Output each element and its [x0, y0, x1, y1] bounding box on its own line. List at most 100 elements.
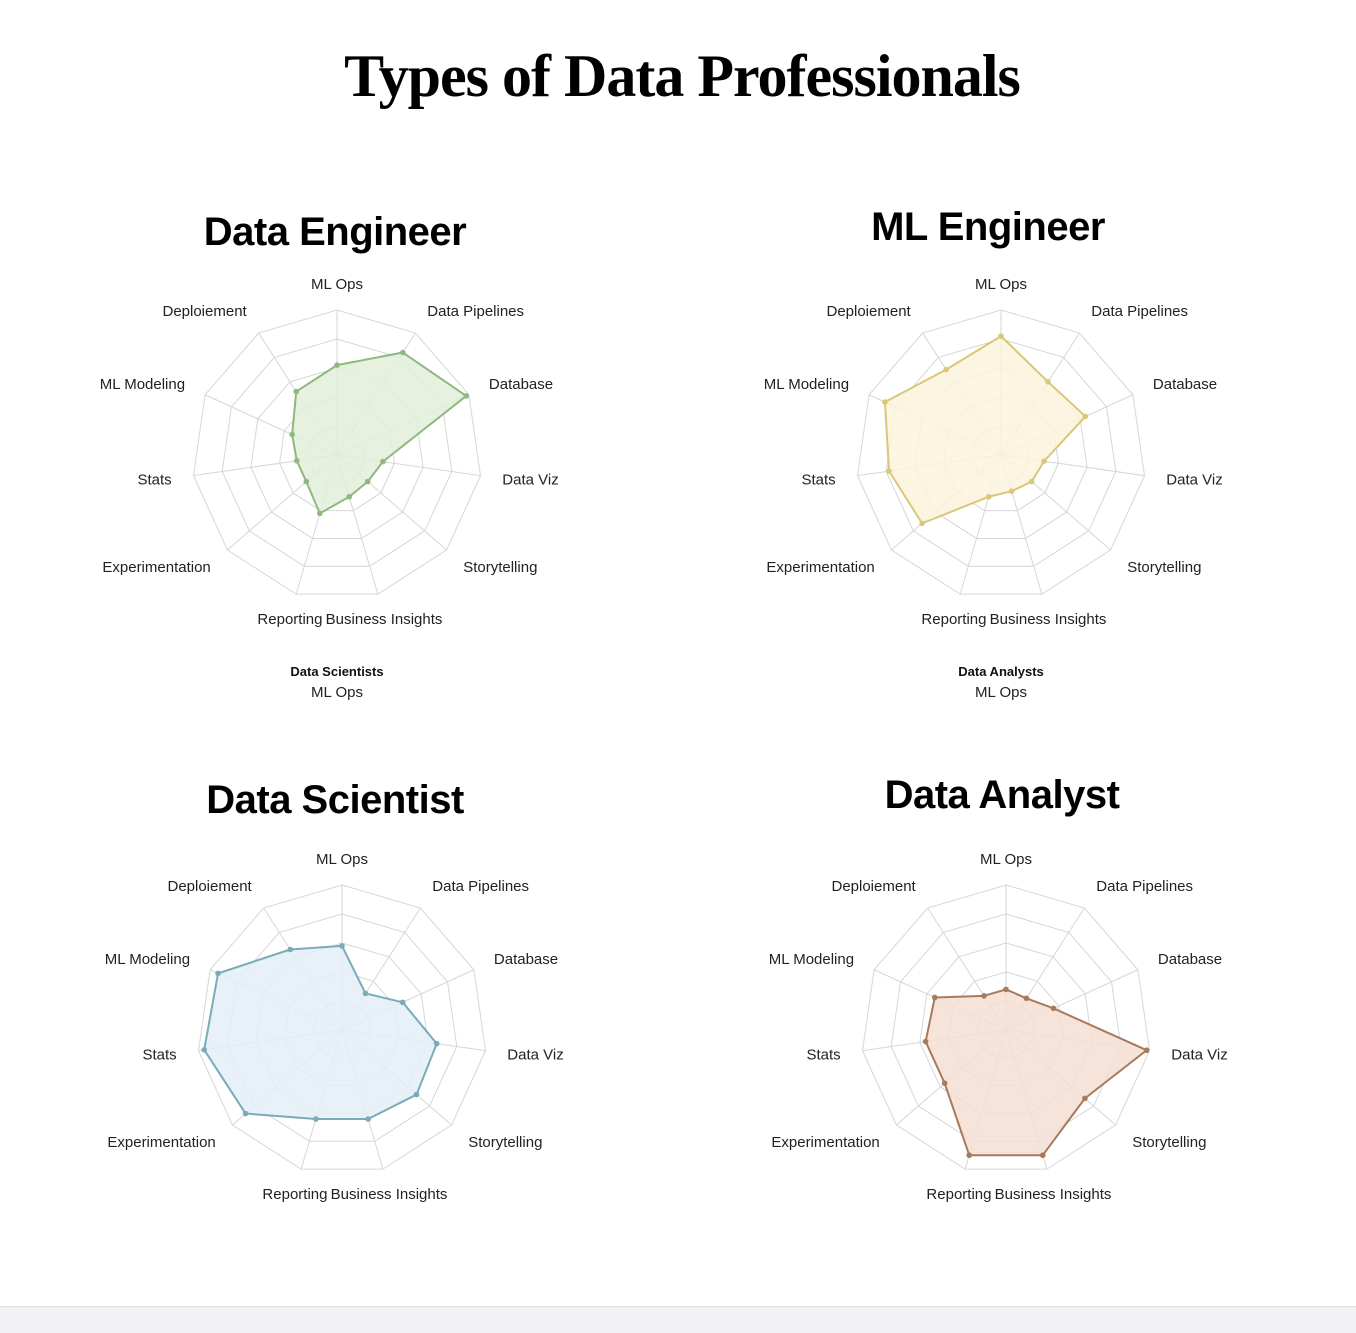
data-point-business-insights: [365, 1116, 371, 1122]
axis-label-ml-modeling: ML Modeling: [100, 376, 185, 393]
grid-ring: [861, 884, 1151, 1170]
axis-label-storytelling: Storytelling: [1127, 559, 1201, 576]
radar-chart-data-engineer: ML Ops Data Pipelines Database Data Viz Stor…: [100, 276, 559, 628]
data-point-stats: [922, 1038, 929, 1045]
data-point-business-insights: [1039, 1152, 1046, 1159]
axis-label-business-insights: Business Insights: [990, 611, 1107, 628]
axis-label-data-viz: Data Viz: [502, 471, 558, 488]
axis-label-ml-ops: ML Ops: [975, 276, 1027, 293]
data-point-storytelling: [364, 478, 371, 485]
axis-label-database: Database: [489, 376, 553, 393]
axis-label-data-pipelines: Data Pipelines: [432, 878, 529, 895]
data-point-ml-ops: [998, 333, 1004, 339]
axis-label-experimentation: Experimentation: [102, 559, 210, 576]
data-point-ml-ops: [334, 362, 340, 368]
data-point-data-viz: [433, 1040, 440, 1047]
axis-label-storytelling: Storytelling: [1132, 1134, 1206, 1151]
axis-label-stats: Stats: [143, 1046, 177, 1063]
data-point-database: [463, 393, 470, 399]
axis-label-data-pipelines: Data Pipelines: [1096, 878, 1193, 895]
axis-label-experimentation: Experimentation: [107, 1134, 215, 1151]
data-point-ml-modeling: [931, 994, 938, 1001]
axis-label-reporting: Reporting: [926, 1186, 991, 1203]
axis-label-experimentation: Experimentation: [766, 559, 874, 576]
axis-label-deploiement: Deploiement: [831, 878, 916, 895]
axis-label-business-insights: Business Insights: [331, 1186, 448, 1203]
series-area: [291, 351, 468, 515]
axis-label-ml-modeling: ML Modeling: [764, 376, 849, 393]
series-area: [924, 988, 1148, 1157]
data-point-ml-modeling: [215, 970, 221, 977]
data-point-database: [1050, 1005, 1057, 1012]
data-point-storytelling: [1028, 478, 1035, 485]
chart-title-data-scientist: Data Scientist: [206, 778, 464, 822]
data-point-deploiement: [287, 946, 294, 953]
data-point-ml-ops: [1003, 986, 1009, 993]
page-title: Types of Data Professionals: [344, 43, 1021, 109]
grid-ring: [192, 309, 482, 595]
data-point-data-pipelines: [1023, 995, 1030, 1002]
data-point-experimentation: [242, 1110, 249, 1117]
data-point-ml-ops: [339, 943, 345, 949]
data-point-experimentation: [303, 478, 310, 485]
axis-label-storytelling: Storytelling: [463, 559, 537, 576]
axis-label-stats: Stats: [802, 471, 836, 488]
data-point-storytelling: [413, 1091, 420, 1098]
data-point-data-viz: [1041, 458, 1047, 464]
axis-label-experimentation: Experimentation: [771, 1134, 879, 1151]
data-point-stats: [294, 457, 300, 464]
radar-chart-data-analyst: ML Ops Data Pipelines Database Data Viz Stor…: [769, 851, 1228, 1203]
axis-label-data-viz: Data Viz: [1171, 1046, 1227, 1063]
data-point-business-insights: [1008, 488, 1015, 494]
caption-data-scientists: Data Scientists: [290, 664, 383, 679]
chart-title-ml-engineer: ML Engineer: [871, 205, 1105, 249]
axis-label-stats: Stats: [138, 471, 172, 488]
axis-label-database: Database: [494, 951, 558, 968]
bottom-bar: [0, 1306, 1356, 1333]
data-point-data-pipelines: [362, 990, 369, 997]
data-point-experimentation: [919, 520, 925, 527]
data-point-stats: [886, 468, 892, 474]
axis-label-reporting: Reporting: [257, 611, 322, 628]
data-point-stats: [201, 1047, 208, 1053]
data-point-data-pipelines: [1045, 379, 1051, 385]
axis-label-reporting: Reporting: [262, 1186, 327, 1203]
caption-data-analysts: Data Analysts: [958, 664, 1044, 679]
data-point-data-viz: [380, 458, 386, 465]
grid-ring: [197, 884, 487, 1170]
axis-label-ml-ops: ML Ops: [980, 851, 1032, 868]
data-point-data-viz: [1143, 1047, 1150, 1054]
axis-label-business-insights: Business Insights: [326, 611, 443, 628]
data-point-storytelling: [1082, 1095, 1088, 1102]
axis-label-business-insights: Business Insights: [995, 1186, 1112, 1203]
axis-label-ml-modeling: ML Modeling: [105, 951, 190, 968]
data-point-deploiement: [981, 993, 987, 999]
data-point-ml-modeling: [289, 431, 295, 438]
axis-label-stats: Stats: [807, 1046, 841, 1063]
axis-label-ml-modeling: ML Modeling: [769, 951, 854, 968]
series-area: [203, 944, 438, 1121]
axis-label-database: Database: [1153, 376, 1217, 393]
chart-title-data-engineer: Data Engineer: [203, 210, 467, 254]
axis-label-data-pipelines: Data Pipelines: [427, 303, 524, 320]
data-point-deploiement: [293, 388, 300, 395]
grid-ring: [856, 309, 1146, 595]
axis-label-data-viz: Data Viz: [507, 1046, 563, 1063]
data-point-business-insights: [346, 493, 353, 500]
data-point-reporting: [317, 510, 323, 517]
axis-label-deploiement: Deploiement: [162, 303, 247, 320]
axis-label-data-pipelines: Data Pipelines: [1091, 303, 1188, 320]
axis-label-storytelling: Storytelling: [468, 1134, 542, 1151]
radar-chart-ml-engineer: ML Ops Data Pipelines Database Data Viz Stor…: [764, 276, 1223, 628]
chart-title-data-analyst: Data Analyst: [884, 773, 1120, 817]
data-point-data-pipelines: [400, 349, 406, 356]
data-point-reporting: [313, 1116, 319, 1122]
axis-label-database: Database: [1158, 951, 1222, 968]
data-point-database: [1082, 413, 1089, 420]
axis-label-ml-ops: ML Ops: [311, 276, 363, 293]
axis-label-deploiement: Deploiement: [167, 878, 252, 895]
data-point-ml-modeling: [882, 399, 888, 405]
data-point-deploiement: [943, 366, 949, 373]
data-point-database: [399, 999, 406, 1006]
